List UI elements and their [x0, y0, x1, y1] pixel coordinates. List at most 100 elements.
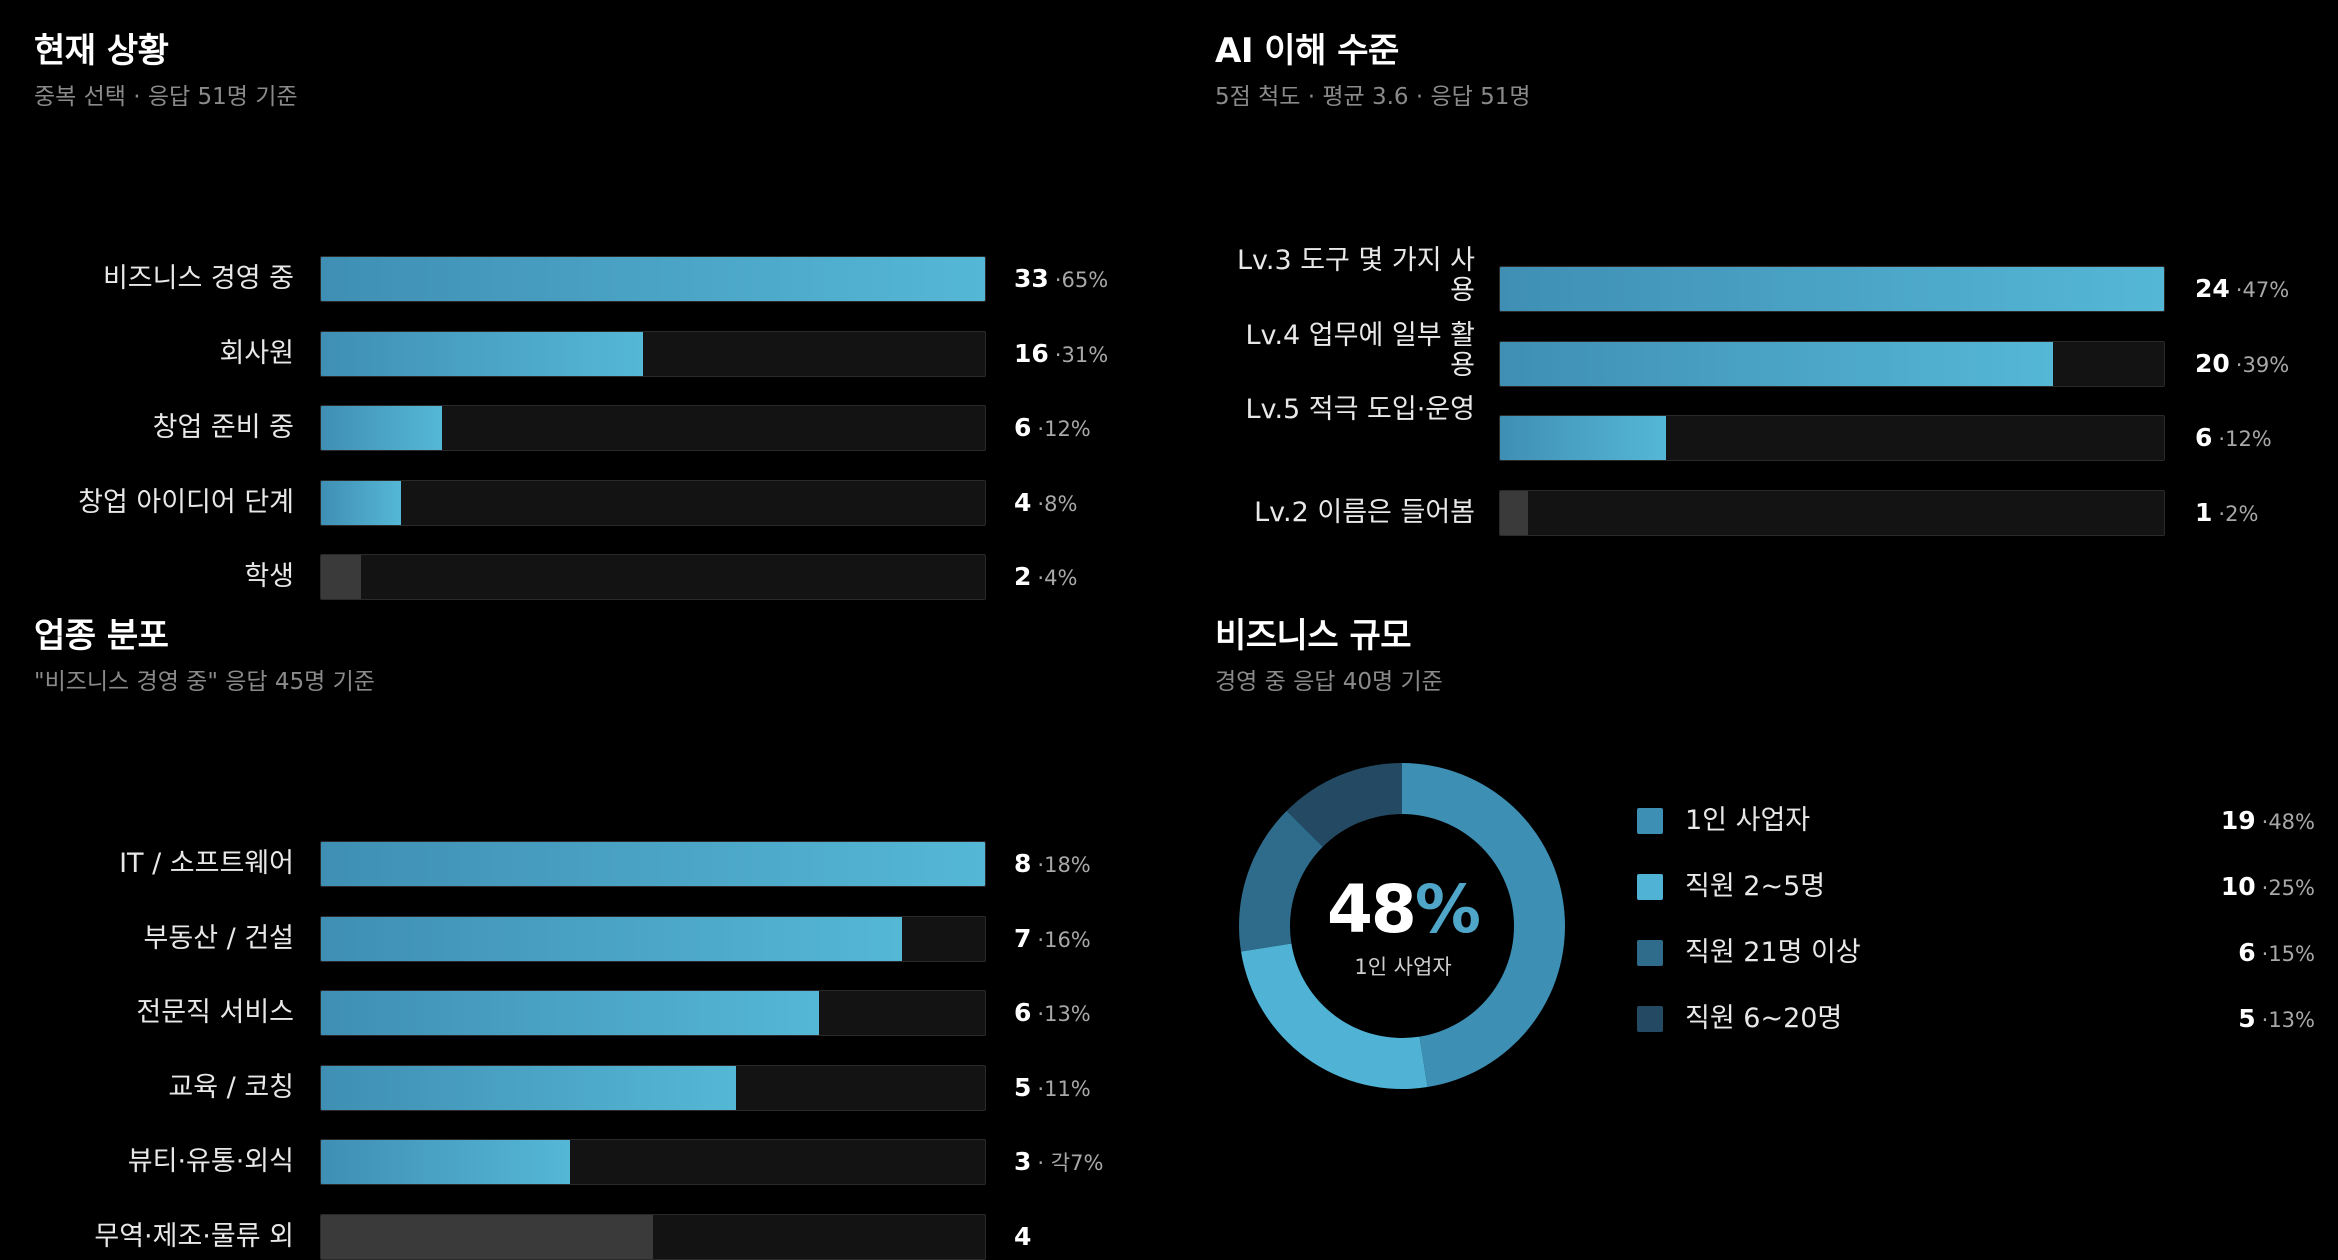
bar-track	[1499, 489, 2165, 536]
legend-percent: ·15%	[2261, 942, 2315, 966]
bar	[321, 1214, 653, 1259]
panel-title: AI 이해 수준	[1215, 31, 1399, 71]
bar-track	[320, 990, 986, 1036]
bar	[321, 916, 902, 961]
bar-count: 7	[1014, 923, 1032, 953]
bar-percent: ·12%	[1037, 417, 1091, 441]
panel-title: 업종 분포	[34, 616, 169, 656]
bar-track	[320, 479, 986, 526]
bar-category-label: 전문직 서비스	[136, 997, 294, 1028]
bar-track	[320, 915, 986, 962]
panel-ai-level: AI 이해 수준 5점 척도 · 평균 3.6 · 응답 51명 Lv.3 도구…	[1215, 26, 2315, 536]
bar	[1500, 490, 1528, 535]
bar	[1500, 267, 2164, 311]
bar-count: 6	[1014, 998, 1032, 1027]
bar	[321, 1065, 736, 1110]
legend-label: 직원 2~5명	[1685, 871, 1826, 902]
bar-category-label: Lv.5 적극 도입·운영	[1245, 394, 1475, 425]
legend-count: 5	[2238, 1004, 2256, 1033]
bar-category-label: 무역·제조·물류 외	[94, 1220, 294, 1252]
bar-count: 2	[1014, 562, 1032, 591]
legend-count: 6	[2238, 938, 2256, 967]
bar-category-label: 회사원	[219, 337, 294, 369]
legend-swatch	[1637, 874, 1663, 900]
panel-title: 현재 상황	[34, 31, 169, 71]
bar	[321, 842, 985, 886]
donut-slice	[1239, 810, 1323, 952]
bar-percent: ·4%	[1037, 566, 1078, 590]
bar-track	[320, 1213, 986, 1260]
bar-value-label: 6·12%	[1014, 405, 1091, 452]
panel-business-size: 비즈니스 규모 경영 중 응답 40명 기준 48% 1인 사업자 1인 사업자…	[1215, 611, 2315, 1089]
bar-count: 33	[1014, 264, 1049, 293]
bar-category-label: 교육 / 코칭	[168, 1071, 294, 1103]
bar-value-label: 6·12%	[2195, 415, 2272, 462]
legend-value: 6·15%	[2238, 933, 2315, 974]
bar-percent: ·2%	[2218, 501, 2259, 526]
legend-swatch	[1637, 1006, 1663, 1032]
bar	[321, 991, 819, 1035]
legend-item: 1인 사업자 19·48%	[1625, 801, 2315, 841]
bar-category-label: IT / 소프트웨어	[119, 848, 294, 879]
bar-percent: ·8%	[1037, 491, 1078, 516]
legend-item: 직원 2~5명 10·25%	[1625, 867, 2315, 907]
bar-percent: ·13%	[1037, 1002, 1091, 1026]
bar-percent: ·31%	[1054, 342, 1109, 367]
bar-count: 3	[1014, 1147, 1032, 1176]
bar-count: 8	[1014, 849, 1032, 878]
donut-slice	[1402, 763, 1565, 1087]
legend-swatch	[1637, 808, 1663, 834]
bar	[321, 1140, 570, 1184]
bar-percent: · 각7%	[1037, 1151, 1104, 1175]
bar-count: 24	[2195, 274, 2230, 303]
bar-category-label: Lv.4 업무에 일부 활용	[1245, 319, 1475, 381]
panel-current-status: 현재 상황 중복 선택 · 응답 51명 기준 비즈니스 경영 중 33·65% 회…	[34, 26, 1134, 600]
bar-count: 20	[2195, 348, 2230, 378]
bar-track	[320, 256, 986, 302]
bar-value-label: 7·16%	[1014, 916, 1091, 963]
panel-industry: 업종 분포 "비즈니스 경영 중" 응답 45명 기준 IT / 소프트웨어 8 ·…	[34, 611, 1134, 1260]
legend-percent: ·25%	[2261, 876, 2315, 900]
bar-value-label: 5·11%	[1014, 1065, 1091, 1112]
bar	[321, 331, 643, 376]
bar-value-label: 6·13%	[1014, 990, 1091, 1037]
bar-percent: ·39%	[2235, 352, 2290, 377]
panel-subtitle: 5점 척도 · 평균 3.6 · 응답 51명	[1215, 84, 1531, 110]
bar-count: 4	[1014, 487, 1032, 517]
bar-track	[320, 330, 986, 377]
bar-category-label: Lv.3 도구 몇 가지 사용	[1236, 245, 1475, 306]
bar-track	[320, 1064, 986, 1111]
bar	[321, 406, 442, 450]
bar-count: 5	[1014, 1072, 1032, 1102]
legend-value: 5·13%	[2238, 999, 2315, 1040]
bar-percent: ·65%	[1054, 268, 1109, 292]
legend-item: 직원 6~20명 5·13%	[1625, 999, 2315, 1039]
bar-track	[1499, 415, 2165, 461]
legend-label: 직원 21명 이상	[1685, 937, 1861, 968]
legend-label: 1인 사업자	[1685, 805, 1811, 836]
bar-track	[320, 841, 986, 887]
bar-value-label: 3 · 각7%	[1014, 1139, 1103, 1186]
bar-percent: ·12%	[2218, 427, 2272, 451]
donut-center-label: 1인 사업자	[1354, 955, 1452, 979]
bar-track	[1499, 266, 2165, 312]
panel-title: 비즈니스 규모	[1215, 616, 1412, 656]
donut-slice	[1286, 763, 1402, 847]
bar-count: 6	[2195, 423, 2213, 452]
bar-category-label: 창업 아이디어 단계	[78, 486, 294, 518]
panel-subtitle: 경영 중 응답 40명 기준	[1215, 669, 1443, 695]
bar-track	[320, 1139, 986, 1185]
bar-percent: ·47%	[2235, 278, 2290, 302]
legend-label: 직원 6~20명	[1685, 1003, 1843, 1034]
legend-count: 10	[2220, 872, 2256, 901]
bar-category-label: 창업 준비 중	[152, 412, 294, 443]
bar-count: 1	[2195, 497, 2213, 527]
legend-value: 19·48%	[2221, 801, 2315, 842]
bar-category-label: Lv.2 이름은 들어봄	[1254, 496, 1475, 528]
donut-center-value: 48%	[1327, 871, 1481, 948]
bar-value-label: 1·2%	[2195, 490, 2258, 537]
bar-track	[320, 554, 986, 600]
bar-value-label: 4·8%	[1014, 480, 1077, 527]
bar-value-label: 4	[1014, 1214, 1031, 1260]
legend-value: 10·25%	[2221, 867, 2315, 908]
